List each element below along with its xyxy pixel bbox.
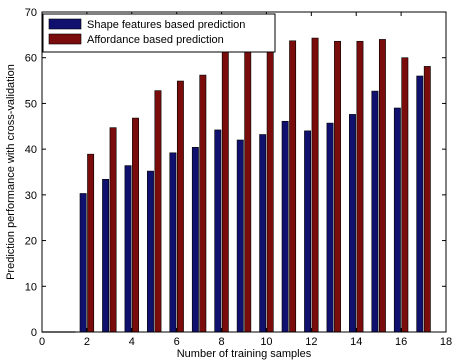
bar-affordance-7 [199, 74, 207, 333]
x-tick-label: 0 [39, 336, 45, 348]
bar-shape-17 [416, 75, 424, 333]
legend: Shape features based prediction Affordan… [42, 13, 276, 53]
legend-swatch-affordance [48, 33, 82, 45]
x-tick-label: 12 [305, 336, 317, 348]
bar-shape-15 [371, 90, 379, 333]
bar-shape-6 [169, 152, 177, 333]
bar-affordance-12 [311, 37, 319, 333]
bar-affordance-15 [378, 39, 386, 333]
x-tick-label: 6 [174, 336, 180, 348]
bar-shape-12 [304, 130, 312, 333]
legend-label-affordance: Affordance based prediction [87, 34, 224, 46]
bar-shape-14 [349, 114, 356, 333]
ticks-layer: 0 2 4 6 8 10 12 14 16 18 0 10 20 30 40 50 60 70 [25, 7, 452, 348]
bar-affordance-10 [266, 50, 274, 333]
legend-swatch-shape [48, 18, 82, 30]
bar-shape-7 [191, 147, 199, 333]
bar-shape-10 [259, 134, 267, 333]
bar-affordance-9 [244, 51, 252, 333]
bar-affordance-8 [221, 50, 229, 333]
x-tick-label: 2 [84, 336, 90, 348]
bar-affordance-2 [87, 153, 95, 333]
bar-affordance-5 [154, 90, 162, 333]
y-tick-label: 20 [25, 236, 37, 248]
y-tick-label: 0 [31, 327, 37, 339]
bar-affordance-16 [401, 57, 409, 333]
y-tick-label: 50 [25, 98, 37, 110]
x-tick-label: 16 [395, 336, 407, 348]
bar-shape-5 [147, 170, 154, 333]
bar-affordance-13 [334, 40, 341, 333]
x-tick-label: 10 [260, 336, 272, 348]
y-tick-label: 10 [25, 281, 37, 293]
bar-affordance-3 [109, 127, 117, 333]
bar-affordance-14 [356, 40, 364, 333]
bar-shape-8 [214, 129, 222, 333]
bar-affordance-6 [176, 80, 184, 333]
y-tick-label: 70 [25, 7, 37, 19]
bar-shape-16 [393, 107, 401, 333]
bar-affordance-11 [289, 40, 297, 333]
legend-label-shape: Shape features based prediction [87, 19, 245, 31]
y-tick-label: 30 [25, 190, 37, 202]
bar-shape-11 [281, 120, 289, 333]
y-axis-label: Prediction performance with cross-valida… [5, 64, 17, 280]
bars-layer [42, 37, 431, 333]
x-tick-label: 8 [218, 336, 224, 348]
legend-box [42, 13, 276, 53]
y-tick-label: 40 [25, 144, 37, 156]
bar-affordance-4 [132, 117, 139, 333]
y-tick-label: 60 [25, 53, 37, 65]
x-axis-label: Number of training samples [177, 348, 312, 360]
plot-frame [41, 11, 447, 333]
bar-shape-4 [124, 165, 132, 333]
bar-shape-13 [326, 122, 334, 333]
bar-shape-9 [236, 139, 244, 333]
x-tick-label: 14 [350, 336, 362, 348]
bar-affordance-17 [423, 66, 431, 333]
x-tick-label: 4 [129, 336, 135, 348]
x-tick-label: 18 [440, 336, 452, 348]
bar-shape-3 [102, 179, 110, 333]
bar-shape-2 [79, 193, 87, 333]
